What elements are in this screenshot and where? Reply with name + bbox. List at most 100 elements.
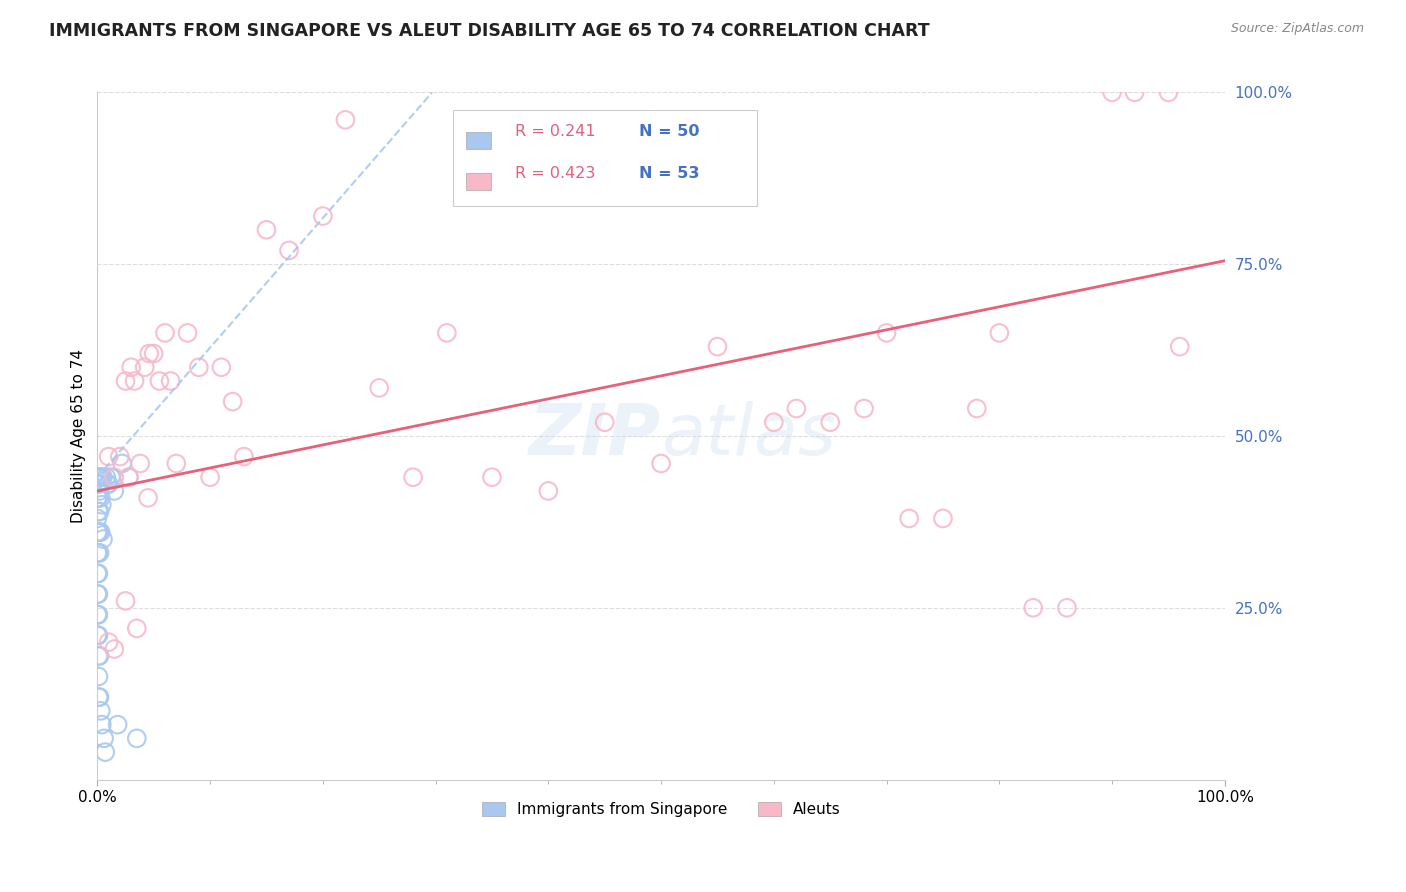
Point xyxy=(89,648,111,663)
Point xyxy=(256,223,278,237)
Point xyxy=(853,401,876,416)
Point xyxy=(86,607,108,622)
Point xyxy=(89,546,111,560)
Point xyxy=(481,470,503,484)
Y-axis label: Disability Age 65 to 74: Disability Age 65 to 74 xyxy=(72,349,86,523)
Point xyxy=(818,415,841,429)
Point xyxy=(125,621,148,635)
Point xyxy=(153,326,176,340)
Point xyxy=(87,546,110,560)
Point xyxy=(124,374,146,388)
Point xyxy=(537,483,560,498)
Point xyxy=(86,587,108,601)
Text: N = 50: N = 50 xyxy=(638,124,699,139)
Point xyxy=(107,717,129,731)
Text: IMMIGRANTS FROM SINGAPORE VS ALEUT DISABILITY AGE 65 TO 74 CORRELATION CHART: IMMIGRANTS FROM SINGAPORE VS ALEUT DISAB… xyxy=(49,22,929,40)
Point xyxy=(103,470,125,484)
Point xyxy=(90,498,112,512)
Point xyxy=(93,731,115,746)
Point xyxy=(368,381,391,395)
Point xyxy=(176,326,198,340)
Point xyxy=(120,360,142,375)
Point xyxy=(87,491,110,505)
Text: R = 0.423: R = 0.423 xyxy=(515,166,595,181)
Point xyxy=(91,532,114,546)
Text: ZIP: ZIP xyxy=(529,401,661,470)
Point xyxy=(142,346,165,360)
Point xyxy=(90,704,112,718)
Point xyxy=(1022,600,1045,615)
Point xyxy=(86,511,108,525)
Point xyxy=(87,505,110,519)
Text: Source: ZipAtlas.com: Source: ZipAtlas.com xyxy=(1230,22,1364,36)
FancyBboxPatch shape xyxy=(453,110,756,206)
Point xyxy=(876,326,898,340)
Point xyxy=(966,401,988,416)
Point xyxy=(87,628,110,642)
Point xyxy=(111,457,134,471)
Point xyxy=(97,450,120,464)
Point xyxy=(114,374,136,388)
Point xyxy=(1157,86,1180,100)
Point xyxy=(762,415,785,429)
Point xyxy=(91,470,114,484)
Point xyxy=(87,690,110,705)
Point xyxy=(136,491,159,505)
Point xyxy=(1168,340,1191,354)
Point xyxy=(89,505,111,519)
Point xyxy=(159,374,181,388)
Point xyxy=(90,717,112,731)
Point xyxy=(87,566,110,581)
Point xyxy=(232,450,254,464)
Point xyxy=(436,326,458,340)
Point xyxy=(90,470,112,484)
Point xyxy=(118,470,141,484)
Point xyxy=(335,112,357,127)
Point xyxy=(87,669,110,683)
Point xyxy=(148,374,170,388)
Point xyxy=(129,457,152,471)
Point xyxy=(86,628,108,642)
Point xyxy=(89,525,111,540)
Point xyxy=(593,415,616,429)
Point xyxy=(1056,600,1078,615)
Point xyxy=(650,457,672,471)
Point xyxy=(86,546,108,560)
Text: R = 0.241: R = 0.241 xyxy=(515,124,595,139)
Point xyxy=(118,470,141,484)
Point xyxy=(1123,86,1146,100)
Point xyxy=(103,642,125,657)
Point xyxy=(86,477,108,491)
Point xyxy=(90,525,112,540)
Point xyxy=(1101,86,1123,100)
Point xyxy=(402,470,425,484)
Point xyxy=(785,401,807,416)
Point xyxy=(134,360,156,375)
Point xyxy=(87,648,110,663)
Text: N = 53: N = 53 xyxy=(638,166,699,181)
Point xyxy=(86,525,108,540)
FancyBboxPatch shape xyxy=(465,132,492,149)
Point xyxy=(90,470,112,484)
Point xyxy=(86,491,108,505)
Point xyxy=(86,566,108,581)
Point xyxy=(90,491,112,505)
Point xyxy=(94,745,117,759)
FancyBboxPatch shape xyxy=(465,173,492,190)
Point xyxy=(87,587,110,601)
Legend: Immigrants from Singapore, Aleuts: Immigrants from Singapore, Aleuts xyxy=(475,797,846,823)
Point xyxy=(114,594,136,608)
Point xyxy=(125,731,148,746)
Point xyxy=(100,470,122,484)
Point xyxy=(198,470,221,484)
Point xyxy=(706,340,728,354)
Point xyxy=(209,360,232,375)
Point xyxy=(89,690,111,705)
Text: atlas: atlas xyxy=(661,401,835,470)
Point xyxy=(312,209,335,223)
Point xyxy=(97,477,120,491)
Point xyxy=(103,483,125,498)
Point xyxy=(87,607,110,622)
Point xyxy=(898,511,921,525)
Point xyxy=(89,470,111,484)
